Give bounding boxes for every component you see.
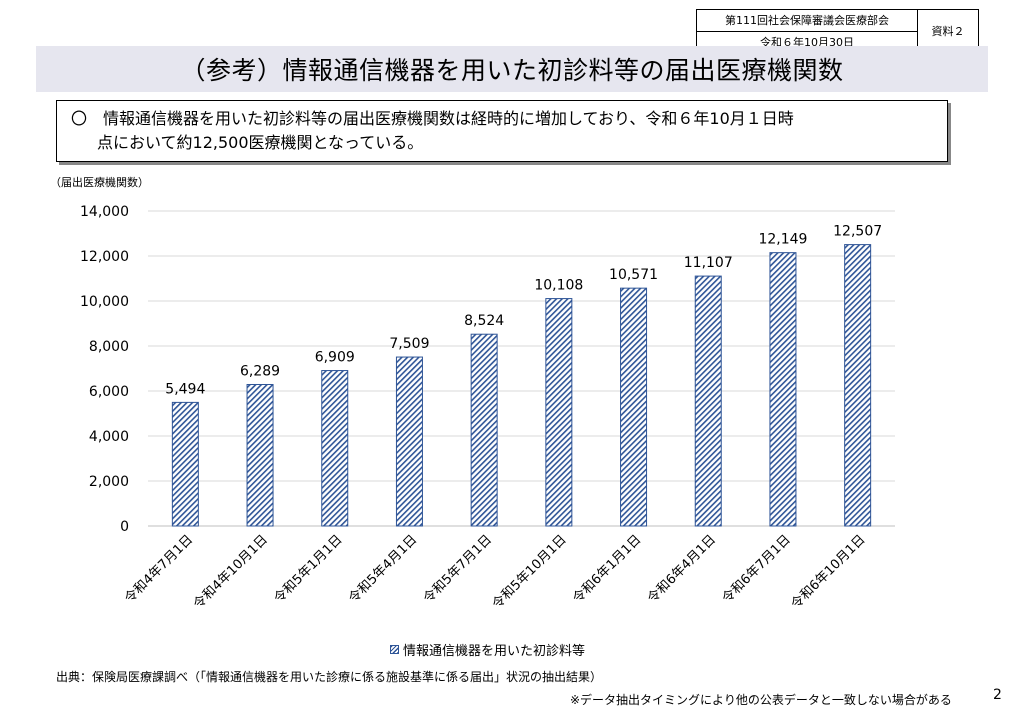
bar-value-label: 6,289 xyxy=(240,363,280,379)
x-tick-label: 令和6年7月1日 xyxy=(720,532,794,606)
bar-value-label: 12,507 xyxy=(833,224,882,240)
summary-line-1: 〇 情報通信機器を用いた初診料等の届出医療機関数は経時的に増加しており、令和６年… xyxy=(71,109,794,128)
x-tick-label: 令和4年10月1日 xyxy=(191,532,271,612)
bar-value-label: 10,571 xyxy=(609,267,658,283)
bar-value-label: 12,149 xyxy=(758,232,807,248)
meta-left: 第111回社会保障審議会医療部会 令和６年10月30日 xyxy=(697,10,918,52)
legend-swatch xyxy=(390,645,399,654)
y-axis-unit-label: （届出医療機関数） xyxy=(50,176,149,189)
x-tick-label: 令和5年10月1日 xyxy=(490,532,570,612)
page-title: （参考）情報通信機器を用いた初診料等の届出医療機関数 xyxy=(36,46,988,92)
bar xyxy=(769,252,797,527)
bar-value-labels: 5,494 6,289 6,909 7,509 8,524 10,108 10,571 11,… xyxy=(165,224,882,398)
chart-legend: 情報通信機器を用いた初診料等 xyxy=(390,640,585,659)
bar xyxy=(321,370,349,527)
bar xyxy=(395,356,423,527)
page-number: 2 xyxy=(993,687,1002,703)
x-tick-label: 令和6年10月1日 xyxy=(789,532,869,612)
bar-value-label: 10,108 xyxy=(534,278,583,294)
bars xyxy=(171,244,872,527)
x-tick-label: 令和5年1月1日 xyxy=(271,532,345,606)
x-tick-label: 令和5年4月1日 xyxy=(346,532,420,606)
bar-value-label: 8,524 xyxy=(464,313,504,329)
data-note: ※データ抽出タイミングにより他の公表データと一致しない場合がある xyxy=(570,693,952,707)
bar xyxy=(470,333,498,527)
x-tick-label: 令和5年7月1日 xyxy=(421,532,495,606)
y-tick-label: 0 xyxy=(120,519,129,535)
source-citation: 出典：保険局医療課調べ（「情報通信機器を用いた診療に係る施設基準に係る届出」状況… xyxy=(56,670,603,684)
y-tick-label: 2,000 xyxy=(89,474,129,490)
summary-box: 〇 情報通信機器を用いた初診料等の届出医療機関数は経時的に増加しており、令和６年… xyxy=(56,100,948,162)
x-tick-label: 令和6年1月1日 xyxy=(570,532,644,606)
bar xyxy=(171,401,199,527)
bar-value-label: 11,107 xyxy=(684,255,733,271)
y-axis-ticks: 0 2,000 4,000 6,000 8,000 10,000 12,000 14,000 xyxy=(80,204,129,535)
y-tick-label: 12,000 xyxy=(80,249,129,265)
bar xyxy=(844,244,872,527)
meeting-date: 令和６年10月30日 xyxy=(760,35,854,49)
y-tick-label: 14,000 xyxy=(80,204,129,220)
y-tick-label: 8,000 xyxy=(89,339,129,355)
x-tick-label: 令和6年4月1日 xyxy=(645,532,719,606)
y-tick-label: 6,000 xyxy=(89,384,129,400)
bar xyxy=(246,383,274,527)
y-tick-label: 4,000 xyxy=(89,429,129,445)
summary-line-2: 点において約12,500医療機関となっている。 xyxy=(97,133,424,152)
bar xyxy=(694,275,722,527)
bar-value-label: 6,909 xyxy=(315,350,355,366)
x-tick-label: 令和4年7月1日 xyxy=(122,532,196,606)
bar xyxy=(620,287,648,527)
document-label: 資料２ xyxy=(931,25,965,38)
meeting-name: 第111回社会保障審議会医療部会 xyxy=(697,10,917,32)
y-tick-label: 10,000 xyxy=(80,294,129,310)
bar-value-label: 7,509 xyxy=(389,336,429,352)
bar xyxy=(545,298,573,527)
legend-label: 情報通信機器を用いた初診料等 xyxy=(403,644,586,659)
bar-value-label: 5,494 xyxy=(165,381,205,397)
